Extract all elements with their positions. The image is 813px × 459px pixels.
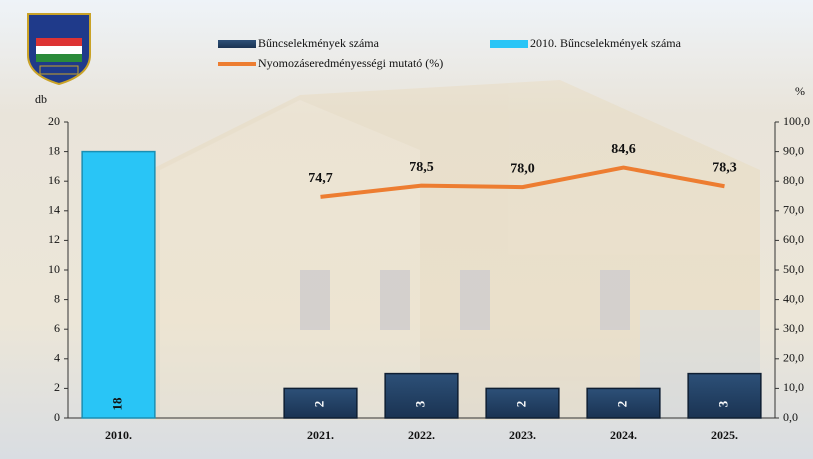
bar [688,374,761,418]
data-label: 78,5 [409,160,434,175]
chart: db % 0 2 4 6 8 10 12 14 16 18 20 0,0 10,0 20,0 30,0 40,… [0,0,813,459]
y-tick-label: 0 [54,410,60,424]
bar [385,374,458,418]
data-label: 78,0 [510,161,535,176]
y2-tick-label: 60,0 [783,232,804,246]
x-tick-label: 2021. [307,428,334,442]
legend-swatch [218,40,256,48]
x-tick-label: 2010. [105,428,132,442]
x-tick-label: 2023. [509,428,536,442]
x-tick-label: 2025. [711,428,738,442]
y2-tick-label: 0,0 [783,410,798,424]
y2-tick-label: 100,0 [783,114,810,128]
y2-tick-label: 30,0 [783,321,804,335]
y-tick-label: 12 [48,232,60,246]
bar [82,152,155,418]
data-label: 2 [513,401,528,408]
x-tick-label: 2022. [408,428,435,442]
legend-label: Nyomozáseredményességi mutató (%) [258,56,443,70]
data-label: 78,3 [712,160,737,175]
data-label: 3 [715,400,730,407]
y-axis-label: db [35,92,47,106]
y-tick-label: 20 [48,114,60,128]
building-photo [150,80,760,420]
y-tick-label: 10 [48,262,60,276]
y-tick-label: 8 [54,291,60,305]
y2-tick-label: 90,0 [783,143,804,157]
data-label: 18 [109,397,124,411]
legend-swatch [490,40,528,48]
data-label: 3 [412,400,427,407]
data-label: 84,6 [611,142,636,157]
y2-tick-label: 10,0 [783,380,804,394]
data-label: 2 [614,401,629,408]
y-tick-label: 14 [48,203,60,217]
police-logo [28,14,90,84]
y2-tick-label: 70,0 [783,203,804,217]
y2-tick-label: 50,0 [783,262,804,276]
y-tick-label: 6 [54,321,60,335]
y-tick-label: 16 [48,173,60,187]
y2-tick-label: 40,0 [783,291,804,305]
y2-tick-label: 80,0 [783,173,804,187]
x-tick-label: 2024. [610,428,637,442]
legend-label: 2010. Bűncselekmények száma [530,36,682,50]
y-tick-label: 2 [54,380,60,394]
legend-label: Bűncselekmények száma [258,36,380,50]
data-label: 2 [311,401,326,408]
y2-axis-label: % [795,84,805,98]
y-tick-label: 4 [54,351,60,365]
y-tick-label: 18 [48,143,60,157]
y2-tick-label: 20,0 [783,351,804,365]
data-label: 74,7 [308,171,333,186]
